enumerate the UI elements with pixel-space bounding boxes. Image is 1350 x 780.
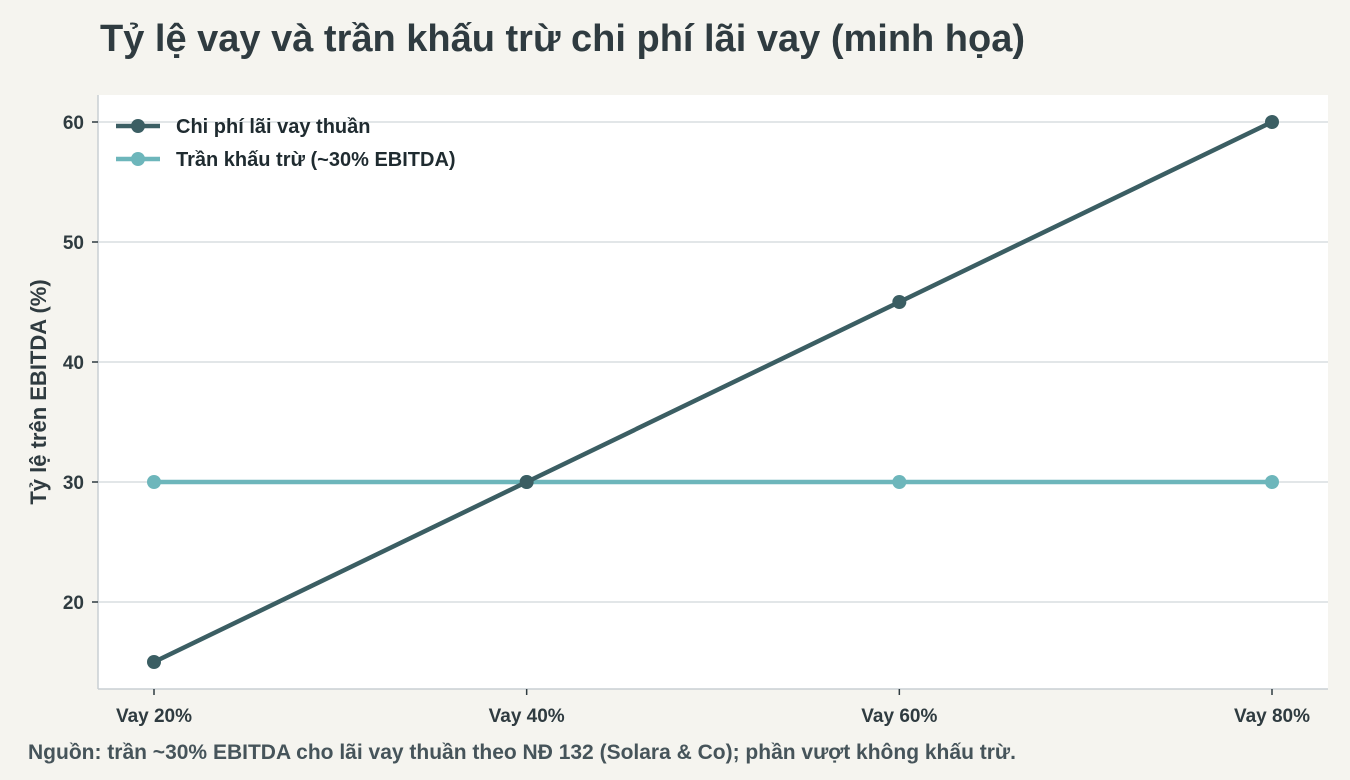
chart-title: Tỷ lệ vay và trần khấu trừ chi phí lãi v… xyxy=(100,18,1026,60)
legend-label: Chi phí lãi vay thuần xyxy=(176,116,370,138)
y-tick-label: 30 xyxy=(63,473,84,494)
source-note: Nguồn: trần ~30% EBITDA cho lãi vay thuầ… xyxy=(28,741,1016,764)
y-tick-label: 50 xyxy=(63,233,84,254)
x-tick-label: Vay 60% xyxy=(861,706,937,727)
x-tick-label: Vay 40% xyxy=(489,706,565,727)
data-point xyxy=(892,295,907,309)
legend: Chi phí lãi vay thuần Trần khấu trừ (~30%… xyxy=(116,116,456,171)
legend-item: Trần khấu trừ (~30% EBITDA) xyxy=(116,149,456,171)
series-line xyxy=(153,119,1273,665)
series xyxy=(147,115,1279,669)
data-point xyxy=(147,475,161,489)
data-point xyxy=(147,655,161,669)
data-point xyxy=(1265,475,1279,489)
legend-label: Trần khấu trừ (~30% EBITDA) xyxy=(176,149,456,171)
x-tick-label: Vay 20% xyxy=(116,706,192,727)
y-axis-label: Tỷ lệ trên EBITDA (%) xyxy=(26,279,51,504)
legend-swatch-marker xyxy=(131,152,145,166)
y-tick-label: 20 xyxy=(63,593,84,614)
y-axis-ticks: 20 30 40 50 60 xyxy=(63,113,98,614)
y-tick-label: 40 xyxy=(63,353,84,374)
legend-swatch-marker xyxy=(131,119,145,133)
x-tick-label: Vay 80% xyxy=(1234,706,1310,727)
legend-item: Chi phí lãi vay thuần xyxy=(116,116,370,138)
series-net-interest xyxy=(147,115,1279,669)
data-point xyxy=(892,475,907,489)
data-point xyxy=(519,475,534,489)
y-tick-label: 60 xyxy=(63,113,84,134)
x-axis-ticks: Vay 20% Vay 40% Vay 60% Vay 80% xyxy=(116,689,1310,727)
data-point xyxy=(1265,115,1279,129)
